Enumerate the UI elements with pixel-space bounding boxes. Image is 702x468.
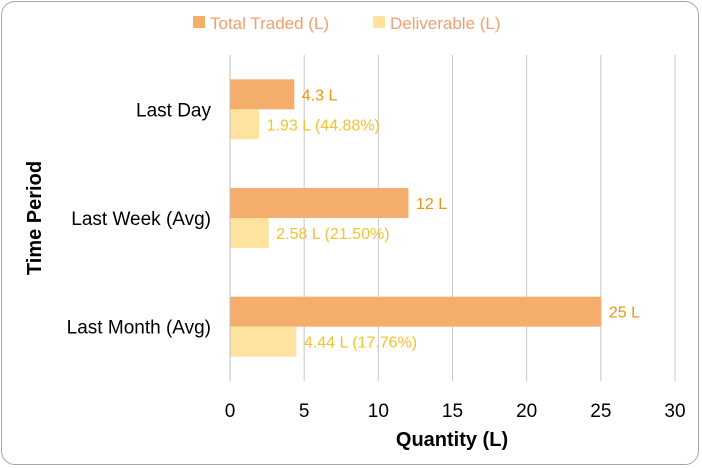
x-tick-label: 0: [225, 401, 236, 422]
x-tick-label: 10: [368, 401, 389, 422]
data-label-total: 25 L: [609, 305, 640, 322]
data-label-deliverable: 2.58 L (21.50%): [276, 226, 389, 243]
data-label-total: 12 L: [416, 196, 447, 213]
legend-label-total: Total Traded (L): [210, 14, 329, 33]
bars: [230, 79, 602, 357]
bar-deliverable: [230, 109, 260, 140]
bar-deliverable: [230, 326, 297, 357]
data-label-total: 4.3 L: [302, 87, 338, 104]
category-label: Last Day: [136, 100, 211, 121]
legend-label-deliverable: Deliverable (L): [390, 14, 501, 33]
data-label-deliverable: 1.93 L (44.88%): [267, 117, 380, 134]
legend-swatch-total: [193, 16, 205, 28]
category-labels: Last Day Last Week (Avg) Last Month (Avg): [67, 100, 212, 338]
x-tick-label: 25: [590, 401, 611, 422]
x-axis-title: Quantity (L): [396, 429, 508, 451]
category-label: Last Month (Avg): [67, 318, 211, 339]
data-label-deliverable: 4.44 L (17.76%): [304, 335, 417, 352]
x-tick-label: 30: [664, 401, 685, 422]
x-tick-label: 15: [442, 401, 463, 422]
category-label: Last Week (Avg): [71, 209, 211, 230]
data-labels: 4.3 L 1.93 L (44.88%) 12 L 2.58 L (21.50%) 2…: [267, 87, 640, 351]
y-axis-title: Time Period: [24, 161, 46, 275]
legend: Total Traded (L) Deliverable (L): [193, 14, 501, 33]
bar-deliverable: [230, 218, 269, 248]
x-tick-label: 5: [299, 401, 310, 422]
bar-total: [230, 79, 295, 110]
bar-total: [230, 296, 602, 327]
bar-total: [230, 188, 409, 218]
legend-swatch-deliverable: [373, 16, 385, 28]
x-tick-label: 20: [516, 401, 537, 422]
x-tick-labels: 0 5 10 15 20 25 30: [225, 401, 686, 422]
